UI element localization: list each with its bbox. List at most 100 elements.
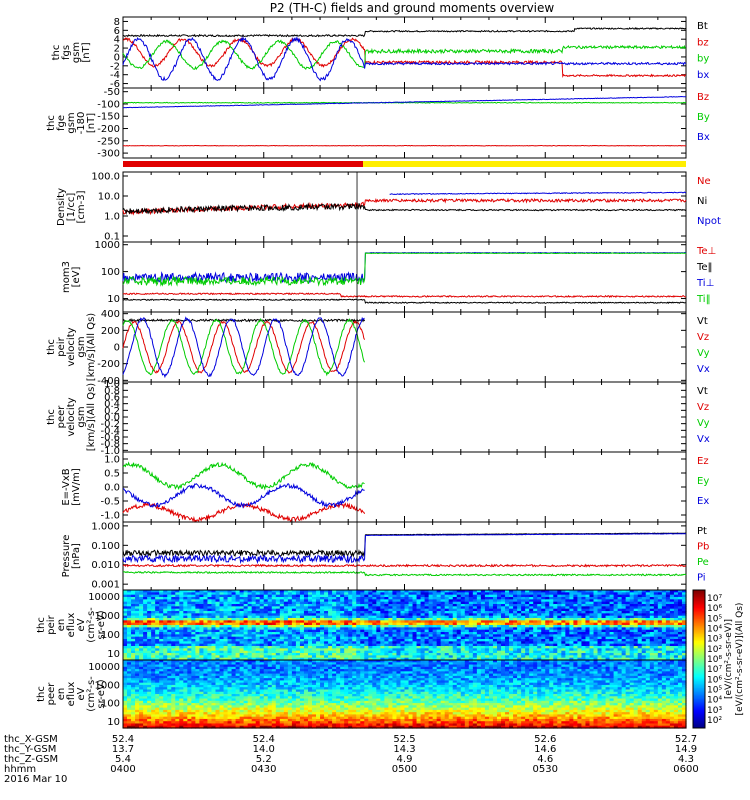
spectrogram-cell — [279, 590, 285, 593]
spectrogram-cell — [127, 682, 132, 686]
spectrogram-cell — [553, 657, 558, 661]
spectrogram-cell — [416, 653, 422, 656]
spectrogram-cell — [404, 643, 410, 647]
spectrogram-cell — [589, 611, 595, 614]
spectrogram-cell — [239, 618, 245, 621]
spectrogram-cell — [617, 632, 623, 635]
spectrogram-cell — [645, 650, 651, 654]
spectrogram-cell — [175, 627, 180, 631]
spectrogram-cell — [340, 601, 345, 605]
spectrogram-cell — [545, 646, 550, 649]
spectrogram-cell — [573, 632, 579, 635]
spectrogram-cell — [336, 622, 341, 626]
spectrogram-cell — [171, 611, 176, 614]
spectrogram-cell — [472, 613, 478, 617]
spectrogram-cell — [340, 627, 345, 631]
spectrogram-cell — [404, 604, 410, 607]
spectrogram-cell — [649, 657, 655, 661]
spectrogram-cell — [581, 615, 587, 619]
spectrogram-cell — [251, 618, 257, 621]
spectrogram-cell — [271, 650, 277, 654]
spectrogram-cell — [625, 634, 631, 638]
spectrogram-cell — [444, 622, 450, 626]
spectrogram-cell — [275, 625, 281, 628]
spectrogram-cell — [344, 594, 349, 598]
spectrogram-cell — [171, 601, 176, 605]
spectrogram-cell — [597, 590, 603, 593]
spectrogram-cell — [328, 657, 333, 661]
spectrogram-cell — [251, 592, 257, 596]
spectrogram-cell — [183, 646, 188, 649]
spectrogram-cell — [436, 632, 442, 635]
spectrogram-cell — [163, 594, 168, 598]
spectrogram-cell — [147, 625, 152, 628]
spectrogram-cell — [123, 709, 128, 713]
spectrogram-cell — [452, 622, 458, 626]
spectrogram-cell — [432, 657, 438, 661]
spectrogram-cell — [488, 646, 494, 649]
spectrogram-cell — [505, 620, 510, 624]
spectrogram-cell — [151, 629, 156, 633]
spectrogram-cell — [376, 643, 381, 647]
spectrogram-cell — [593, 611, 599, 614]
spectrogram-cell — [247, 641, 253, 645]
spectrogram-cell — [657, 657, 663, 661]
spectrogram-cell — [376, 627, 381, 631]
spectrogram-cell — [155, 599, 160, 603]
spectrogram-cell — [267, 611, 273, 614]
spectrogram-cell — [203, 611, 209, 614]
spectrogram-cell — [295, 611, 301, 614]
spectrogram-cell — [320, 625, 325, 628]
spectrogram-cell — [283, 657, 289, 661]
spectrogram-cell — [677, 643, 683, 647]
spectrogram-cell — [609, 613, 615, 617]
spectrogram-cell — [661, 615, 667, 619]
spectrogram-cell — [549, 643, 554, 647]
spectrogram-cell — [291, 648, 297, 652]
spectrogram-cell — [287, 629, 293, 633]
spectrogram-cell — [223, 613, 229, 617]
spectrogram-cell — [444, 608, 450, 612]
y-axis-label: (cm²-s- — [86, 676, 97, 712]
spectrogram-cell — [131, 608, 136, 612]
spectrogram-cell — [135, 655, 140, 659]
spectrogram-cell — [573, 655, 579, 659]
spectrogram-cell — [320, 657, 325, 661]
spectrogram-cell — [424, 608, 430, 612]
spectrogram-cell — [360, 655, 365, 659]
spectrogram-cell — [364, 604, 369, 607]
spectrogram-cell — [344, 592, 349, 596]
spectrogram-cell — [259, 615, 265, 619]
spectrogram-cell — [231, 592, 237, 596]
spectrogram-cell — [509, 611, 514, 614]
spectrogram-cell — [605, 655, 611, 659]
spectrogram-cell — [665, 629, 671, 633]
spectrogram-cell — [291, 618, 297, 621]
spectrogram-cell — [348, 653, 353, 656]
spectrogram-cell — [629, 627, 635, 631]
spectrogram-cell — [368, 650, 373, 654]
spectrogram-cell — [601, 608, 607, 612]
spectrogram-cell — [215, 650, 221, 654]
spectrogram-cell — [303, 590, 309, 593]
series-Bx — [122, 95, 687, 109]
spectrogram-cell — [151, 601, 156, 605]
spectrogram-cell — [525, 648, 530, 652]
spectrogram-cell — [195, 653, 201, 656]
spectrogram-cell — [219, 615, 225, 619]
spectrogram-cell — [360, 653, 365, 656]
spectrogram-cell — [259, 599, 265, 603]
spectrogram-cell — [621, 599, 627, 603]
spectrogram-cell — [581, 590, 587, 593]
spectrogram-cell — [605, 597, 611, 600]
spectrogram-cell — [677, 590, 683, 593]
spectrogram-cell — [645, 625, 651, 628]
spectrogram-cell — [653, 604, 659, 607]
spectrogram-cell — [617, 646, 623, 649]
spectrogram-cell — [360, 599, 365, 603]
spectrogram-cell — [597, 604, 603, 607]
spectrogram-cell — [303, 592, 309, 596]
spectrogram-cell — [657, 634, 663, 638]
spectrogram-cell — [432, 641, 438, 645]
spectrogram-cell — [448, 636, 454, 640]
